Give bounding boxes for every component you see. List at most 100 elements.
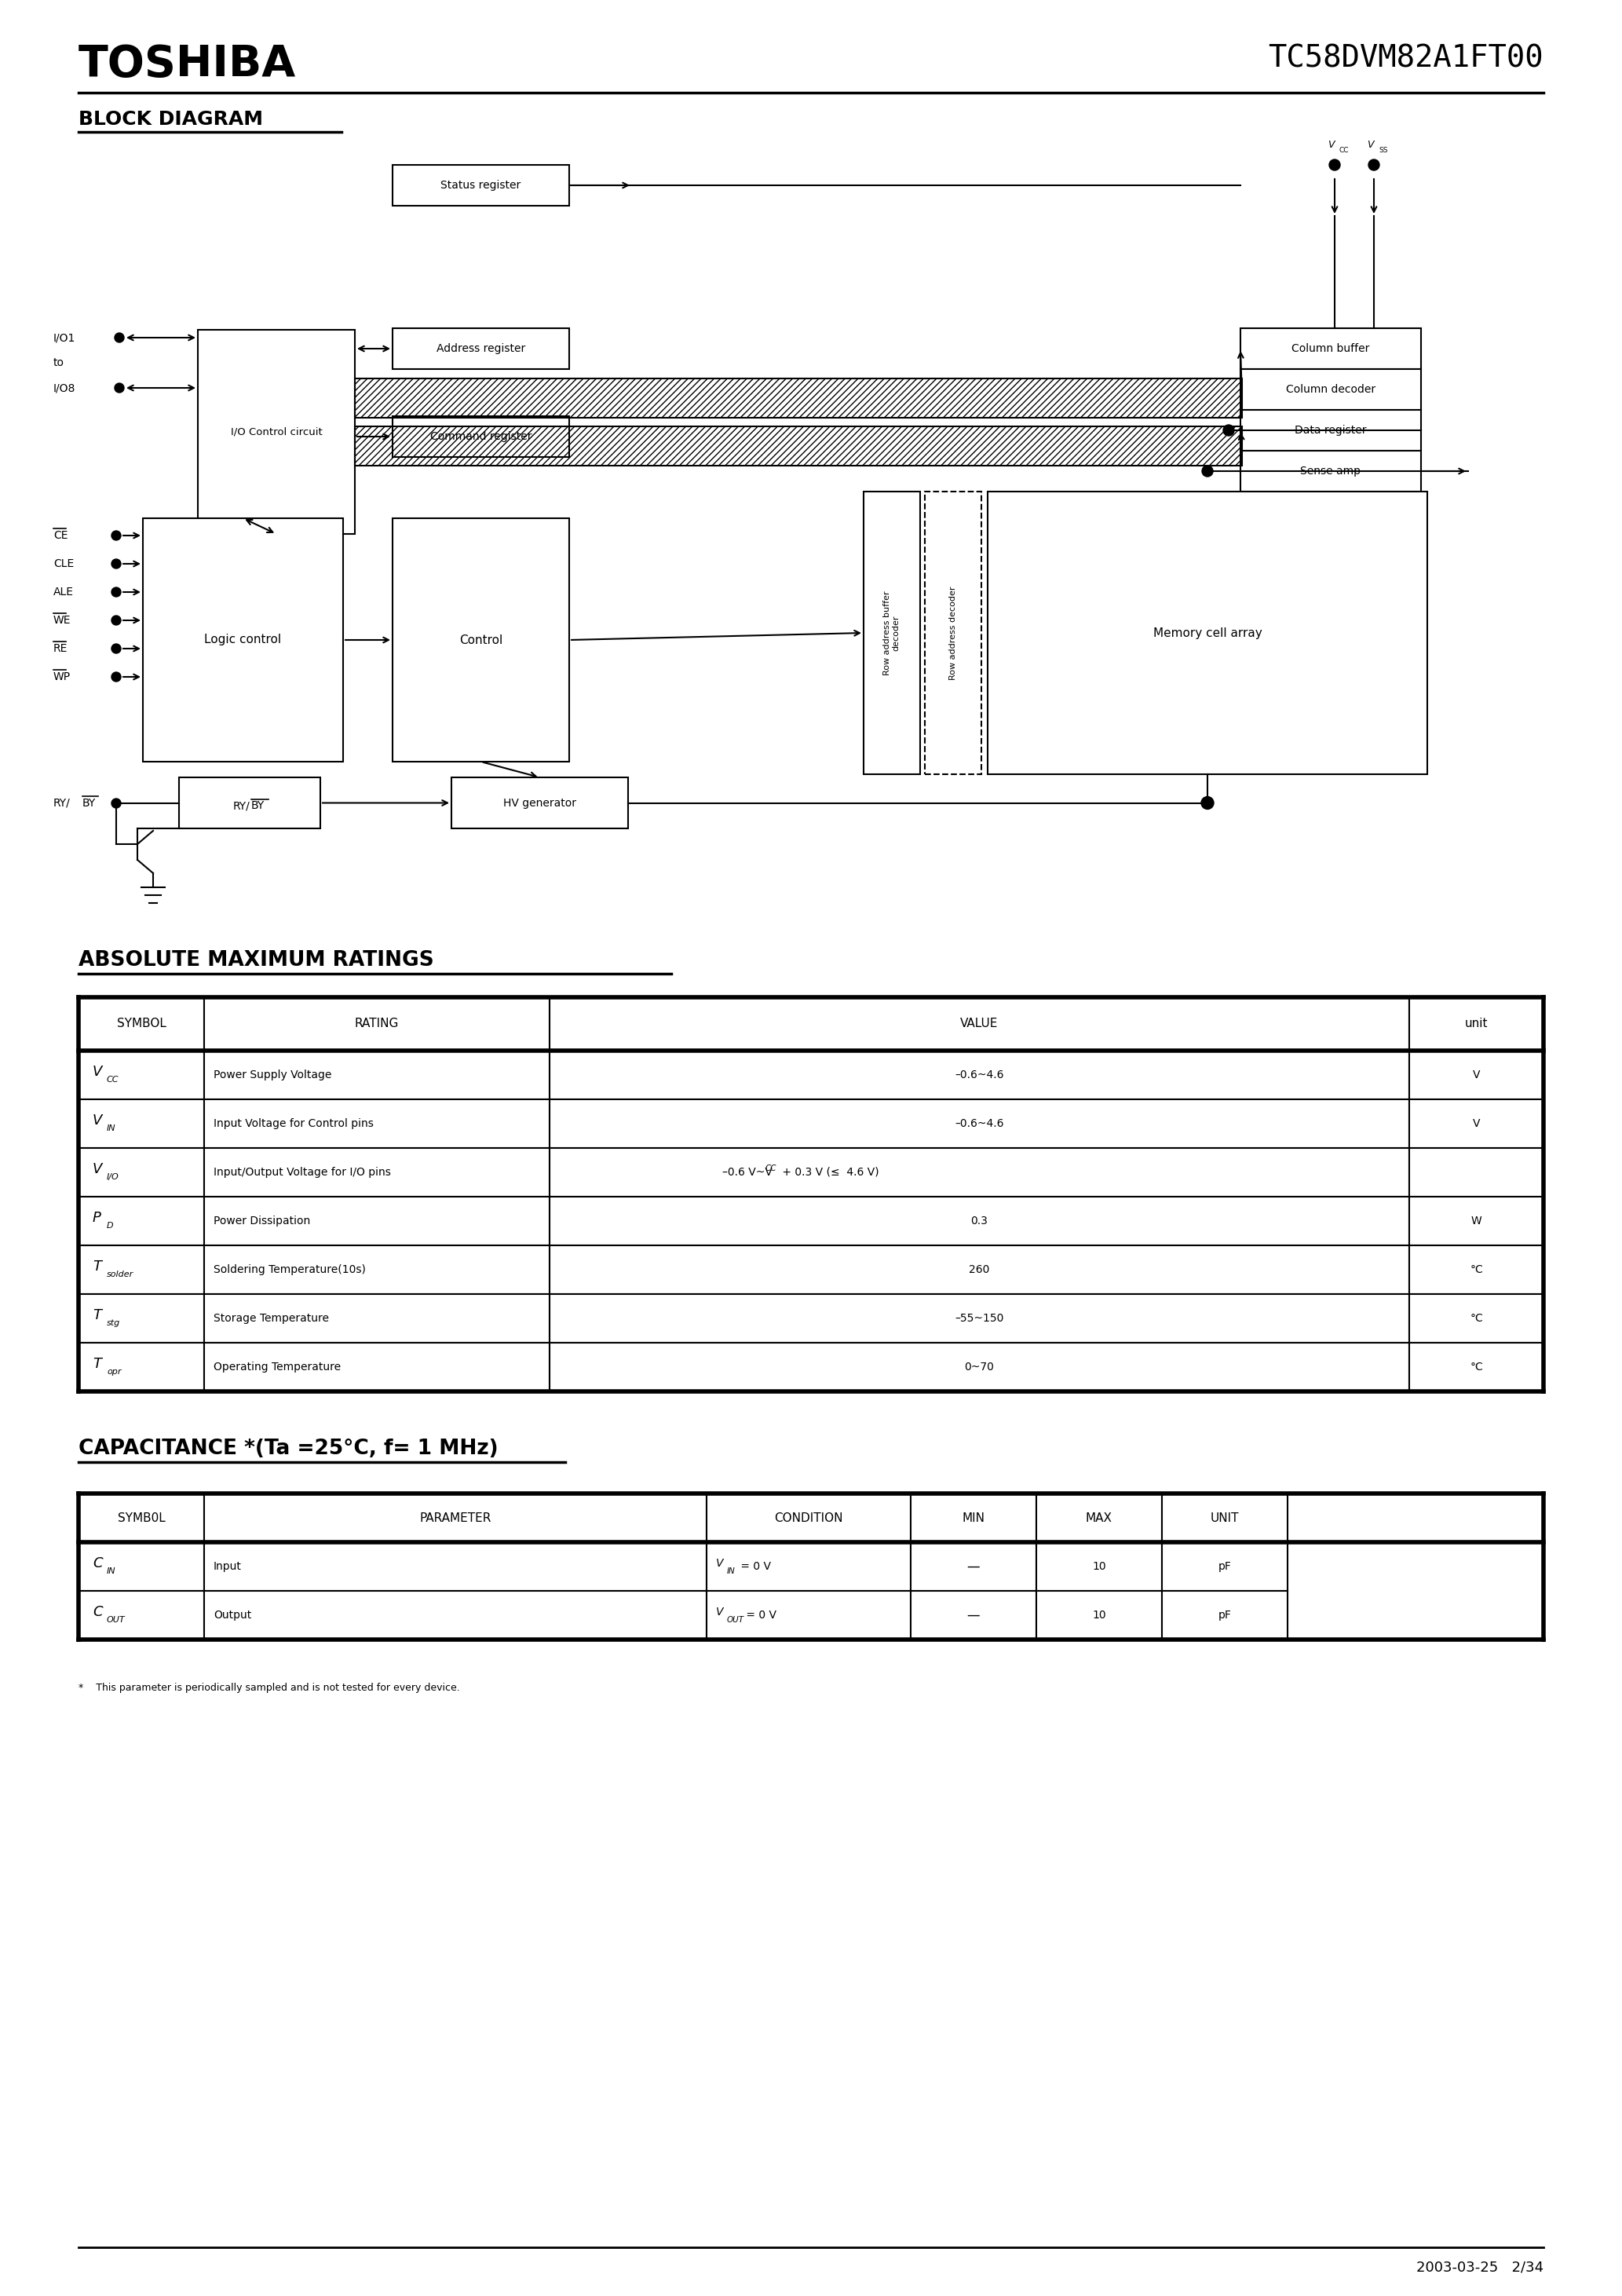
Text: CONDITION: CONDITION — [774, 1513, 843, 1525]
Bar — [204, 1295, 550, 1343]
Bar — [204, 1543, 707, 1591]
Bar — [1241, 450, 1421, 491]
Bar — [198, 331, 355, 535]
Bar — [204, 1591, 707, 1639]
Text: Soldering Temperature(10s): Soldering Temperature(10s) — [214, 1265, 365, 1274]
Bar — [78, 996, 204, 1052]
Text: Command register: Command register — [430, 432, 532, 443]
Bar — [393, 416, 569, 457]
Text: W: W — [1471, 1215, 1483, 1226]
Text: = 0 V: = 0 V — [743, 1609, 775, 1621]
Bar — [707, 1492, 910, 1543]
Text: Input Voltage for Control pins: Input Voltage for Control pins — [214, 1118, 373, 1130]
Bar — [707, 1591, 910, 1639]
Bar — [863, 491, 920, 774]
Text: °C: °C — [1470, 1265, 1483, 1274]
Text: Address register: Address register — [436, 342, 526, 354]
Bar — [1410, 1148, 1544, 1196]
Text: SYMB0L: SYMB0L — [117, 1513, 165, 1525]
Bar — [550, 1052, 1410, 1100]
Bar — [78, 1244, 204, 1295]
Circle shape — [112, 673, 122, 682]
Text: stg: stg — [107, 1320, 120, 1327]
Bar — [204, 1343, 550, 1391]
Text: PARAMETER: PARAMETER — [420, 1513, 491, 1525]
Bar — [78, 1196, 204, 1244]
Bar — [1161, 1543, 1288, 1591]
Bar — [1241, 328, 1421, 370]
Text: ABSOLUTE MAXIMUM RATINGS: ABSOLUTE MAXIMUM RATINGS — [78, 951, 435, 971]
Bar — [1410, 996, 1544, 1052]
Text: –0.6~4.6: –0.6~4.6 — [955, 1118, 1004, 1130]
Bar — [988, 491, 1427, 774]
Text: IN: IN — [727, 1568, 735, 1575]
Text: D: D — [107, 1221, 114, 1231]
Text: Input/Output Voltage for I/O pins: Input/Output Voltage for I/O pins — [214, 1166, 391, 1178]
Text: HV generator: HV generator — [503, 797, 576, 808]
Bar — [1410, 1100, 1544, 1148]
Bar — [204, 1052, 550, 1100]
Text: MIN: MIN — [962, 1513, 985, 1525]
Bar — [1241, 411, 1421, 450]
Text: Column decoder: Column decoder — [1286, 383, 1375, 395]
Text: *    This parameter is periodically sampled and is not tested for every device.: * This parameter is periodically sampled… — [78, 1683, 461, 1692]
Text: solder: solder — [107, 1270, 133, 1279]
Circle shape — [112, 643, 122, 654]
Bar — [451, 778, 628, 829]
Text: Power Supply Voltage: Power Supply Voltage — [214, 1070, 331, 1081]
Text: Status register: Status register — [441, 179, 521, 191]
Bar — [1410, 1343, 1544, 1391]
Text: OUT: OUT — [727, 1616, 744, 1623]
Text: opr: opr — [107, 1368, 122, 1375]
Bar — [550, 1148, 1410, 1196]
Text: TOSHIBA: TOSHIBA — [78, 44, 297, 85]
Bar — [550, 996, 1410, 1052]
Circle shape — [112, 799, 122, 808]
Text: CE: CE — [54, 530, 68, 542]
Bar — [355, 427, 1242, 466]
Text: I/O1: I/O1 — [54, 333, 76, 342]
Bar — [78, 1148, 204, 1196]
Bar — [393, 328, 569, 370]
Text: CLE: CLE — [54, 558, 75, 569]
Text: V: V — [92, 1065, 102, 1079]
Circle shape — [1202, 466, 1213, 478]
Text: unit: unit — [1465, 1017, 1487, 1031]
Text: CC: CC — [1340, 147, 1350, 154]
Text: °C: °C — [1470, 1313, 1483, 1325]
Text: 10: 10 — [1092, 1609, 1106, 1621]
Text: V: V — [1473, 1070, 1481, 1081]
Text: RY/: RY/ — [232, 801, 250, 810]
Text: °C: °C — [1470, 1362, 1483, 1373]
Circle shape — [1202, 797, 1213, 808]
Text: Logic control: Logic control — [204, 634, 282, 645]
Text: pF: pF — [1218, 1609, 1231, 1621]
Text: BY: BY — [83, 797, 96, 808]
Text: RY/: RY/ — [54, 797, 70, 808]
Text: 10: 10 — [1092, 1561, 1106, 1573]
Text: IN: IN — [107, 1125, 115, 1132]
Text: 2003-03-25   2/34: 2003-03-25 2/34 — [1416, 2259, 1544, 2273]
Text: IN: IN — [107, 1568, 115, 1575]
Bar — [1241, 370, 1421, 411]
Bar — [393, 165, 569, 207]
Text: SYMBOL: SYMBOL — [117, 1017, 165, 1031]
Circle shape — [112, 615, 122, 625]
Bar — [143, 519, 344, 762]
Bar — [1410, 1196, 1544, 1244]
Circle shape — [1223, 425, 1234, 436]
Bar — [1036, 1543, 1161, 1591]
Text: V: V — [1473, 1118, 1481, 1130]
Text: I/O: I/O — [107, 1173, 118, 1180]
Text: to: to — [54, 358, 65, 367]
Bar — [1161, 1492, 1288, 1543]
Text: TC58DVM82A1FT00: TC58DVM82A1FT00 — [1268, 44, 1544, 73]
Text: V: V — [715, 1559, 723, 1568]
Text: Storage Temperature: Storage Temperature — [214, 1313, 329, 1325]
Text: Memory cell array: Memory cell array — [1153, 627, 1262, 638]
Bar — [78, 1343, 204, 1391]
Text: V: V — [715, 1607, 723, 1619]
Text: ALE: ALE — [54, 585, 73, 597]
Circle shape — [112, 560, 122, 569]
Text: Column buffer: Column buffer — [1291, 342, 1369, 354]
